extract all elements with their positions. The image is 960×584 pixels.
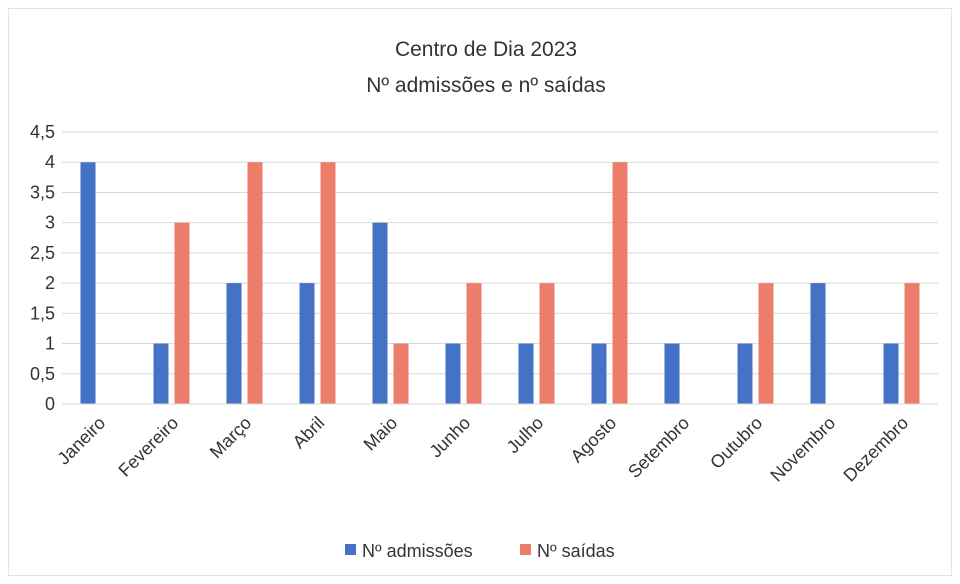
y-tick-label: 3 [45,213,55,233]
bar-admissoes [299,283,315,404]
bar-saidas [612,162,628,404]
bar-admissoes [226,283,242,404]
y-tick-label: 1,5 [30,303,55,323]
legend-swatch-saidas [520,544,531,555]
chart-subtitle: Nº admissões e nº saídas [366,74,605,97]
x-tick-label: Outubro [706,413,766,473]
bar-saidas [320,162,336,404]
bar-admissoes [372,222,388,404]
bar-admissoes [80,162,96,404]
x-tick-label: Novembro [766,413,839,486]
bar-saidas [393,343,409,404]
x-tick-label: Junho [426,413,475,462]
y-tick-label: 0,5 [30,364,55,384]
y-tick-label: 2 [45,273,55,293]
bar-admissoes [810,283,826,404]
x-tick-label: Janeiro [53,413,109,469]
bar-admissoes [591,343,607,404]
legend-label-admissoes: Nº admissões [362,541,473,561]
bar-admissoes [153,343,169,404]
bar-admissoes [883,343,899,404]
bar-saidas [539,283,555,404]
x-tick-label: Dezembro [839,413,912,486]
y-tick-label: 4,5 [30,122,55,142]
x-tick-label: Setembro [624,413,693,482]
x-axis-ticks: Janeiro Fevereiro Março Abril Maio Junho Julho… [53,413,912,486]
bar-saidas [466,283,482,404]
y-tick-label: 2,5 [30,243,55,263]
bar-admissoes [737,343,753,404]
x-tick-label: Fevereiro [114,413,182,481]
bar-admissoes [445,343,461,404]
x-tick-label: Julho [503,413,548,458]
bar-admissoes [664,343,680,404]
bar-saidas [904,283,920,404]
legend-swatch-admissoes [345,544,356,555]
y-tick-label: 3,5 [30,182,55,202]
chart-title: Centro de Dia 2023 [395,38,577,61]
bar-saidas [247,162,263,404]
bar-saidas [174,222,190,404]
bar-admissoes [518,343,534,404]
bar-saidas [758,283,774,404]
x-tick-label: Agosto [567,413,621,467]
x-tick-label: Maio [360,413,402,455]
y-tick-label: 4 [45,152,55,172]
x-tick-label: Abril [289,413,329,453]
y-tick-label: 0 [45,394,55,414]
legend: Nº admissões Nº saídas [345,541,615,561]
legend-label-saidas: Nº saídas [537,541,615,561]
y-axis-ticks: 0 0,5 1 1,5 2 2,5 3 3,5 4 4,5 [30,122,55,414]
bars [80,162,920,404]
gridlines [62,131,938,375]
y-tick-label: 1 [45,334,55,354]
x-tick-label: Março [206,413,256,463]
